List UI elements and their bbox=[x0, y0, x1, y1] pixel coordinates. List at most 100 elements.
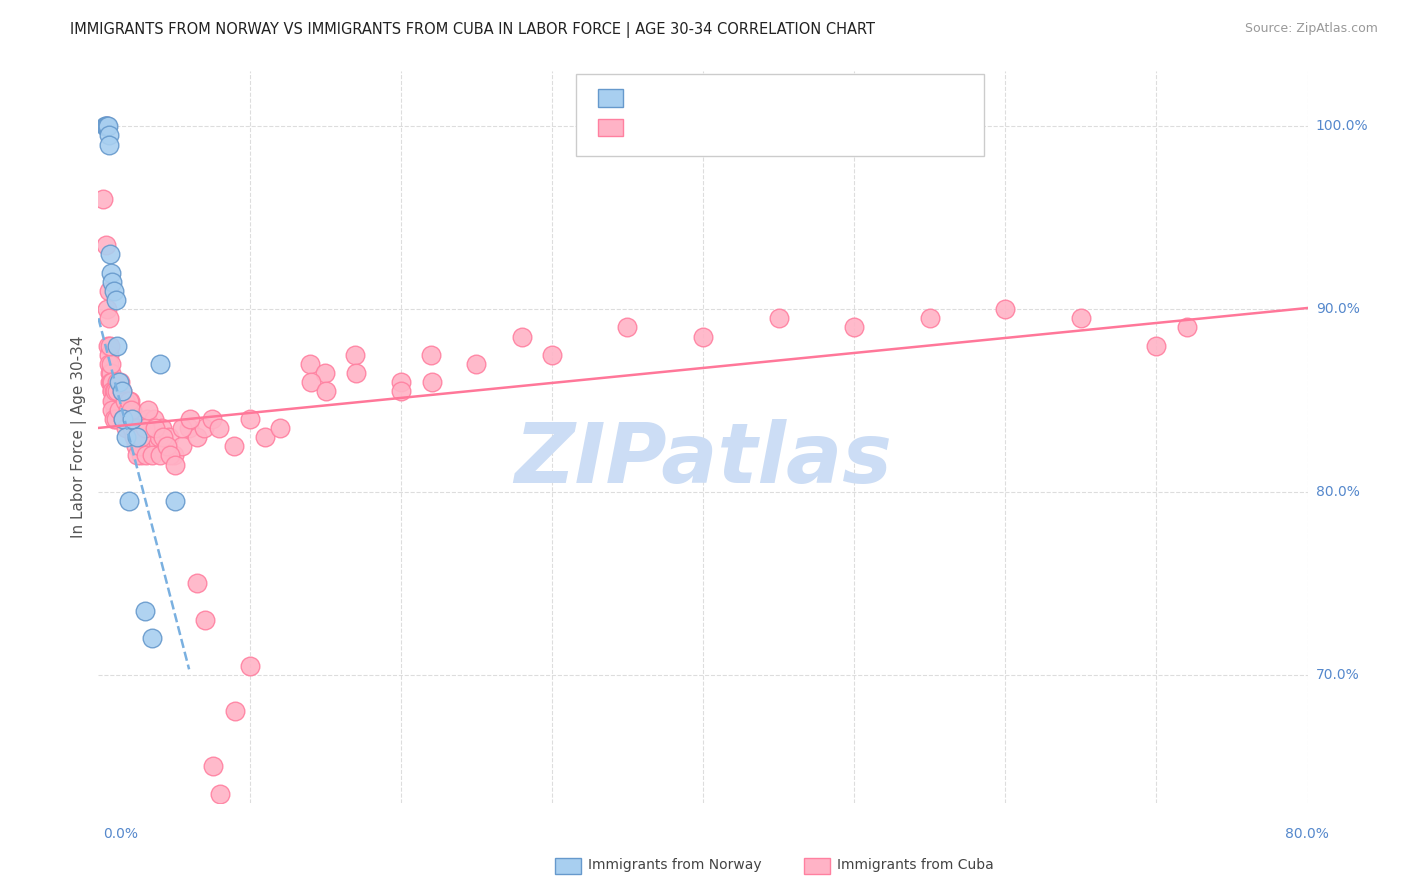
Point bbox=[100, 376, 122, 390]
Point bbox=[112, 412, 135, 426]
Point bbox=[120, 393, 142, 408]
Point bbox=[96, 120, 118, 134]
Point bbox=[510, 329, 533, 343]
Point bbox=[141, 449, 163, 463]
Point bbox=[179, 412, 201, 426]
Point bbox=[103, 412, 125, 426]
Point bbox=[103, 393, 125, 408]
Point bbox=[994, 302, 1017, 317]
Point bbox=[150, 421, 173, 435]
Point bbox=[96, 120, 118, 134]
Point bbox=[114, 393, 136, 408]
Point bbox=[98, 357, 121, 371]
Point bbox=[101, 275, 124, 289]
Point bbox=[103, 284, 125, 298]
Point bbox=[253, 430, 276, 444]
Point bbox=[224, 705, 246, 719]
Point bbox=[98, 247, 121, 261]
Text: IMMIGRANTS FROM NORWAY VS IMMIGRANTS FROM CUBA IN LABOR FORCE | AGE 30-34 CORREL: IMMIGRANTS FROM NORWAY VS IMMIGRANTS FRO… bbox=[70, 22, 876, 38]
Point bbox=[100, 266, 122, 280]
Point bbox=[111, 384, 134, 399]
Point bbox=[156, 439, 179, 453]
Point bbox=[122, 430, 145, 444]
Point bbox=[186, 430, 208, 444]
Point bbox=[105, 384, 128, 399]
Point bbox=[110, 376, 132, 390]
Point bbox=[143, 412, 166, 426]
Point bbox=[159, 449, 181, 463]
Text: 80.0%: 80.0% bbox=[1316, 485, 1360, 499]
Point bbox=[104, 293, 127, 307]
Point bbox=[98, 339, 121, 353]
Point bbox=[170, 439, 193, 453]
Point bbox=[391, 384, 413, 399]
Point bbox=[121, 421, 143, 435]
Point bbox=[269, 421, 291, 435]
Point bbox=[107, 384, 129, 399]
Point bbox=[97, 339, 120, 353]
Point bbox=[117, 402, 139, 417]
Point bbox=[254, 841, 277, 855]
Point bbox=[101, 376, 124, 390]
Point bbox=[186, 576, 208, 591]
Point bbox=[127, 412, 149, 426]
Point bbox=[616, 320, 638, 334]
Point bbox=[127, 421, 149, 435]
Point bbox=[98, 366, 121, 380]
Point bbox=[163, 494, 186, 508]
Point bbox=[1144, 339, 1167, 353]
Point bbox=[134, 604, 156, 618]
Point bbox=[94, 238, 117, 252]
Point bbox=[98, 311, 121, 326]
Point bbox=[125, 449, 148, 463]
Point bbox=[344, 366, 367, 380]
Point bbox=[135, 449, 157, 463]
Point bbox=[118, 421, 141, 435]
Point bbox=[239, 658, 262, 673]
Point bbox=[101, 402, 124, 417]
Point bbox=[692, 329, 714, 343]
Point bbox=[179, 421, 201, 435]
Point bbox=[148, 430, 170, 444]
Point bbox=[104, 402, 127, 417]
Point bbox=[91, 193, 114, 207]
Point bbox=[108, 402, 131, 417]
Point bbox=[115, 402, 138, 417]
Point bbox=[104, 384, 127, 399]
Point bbox=[159, 430, 181, 444]
Point bbox=[100, 384, 122, 399]
Point bbox=[299, 357, 322, 371]
Text: 0.0%: 0.0% bbox=[103, 827, 138, 841]
Point bbox=[98, 376, 121, 390]
Point bbox=[224, 439, 246, 453]
Point bbox=[105, 412, 128, 426]
Text: 80.0%: 80.0% bbox=[1285, 827, 1329, 841]
Point bbox=[132, 430, 155, 444]
Point bbox=[120, 402, 142, 417]
Point bbox=[201, 759, 224, 773]
Point bbox=[141, 421, 163, 435]
Point bbox=[97, 284, 120, 298]
Point bbox=[111, 384, 134, 399]
Point bbox=[131, 430, 153, 444]
Point bbox=[104, 393, 127, 408]
Point bbox=[465, 357, 488, 371]
Point bbox=[101, 393, 124, 408]
Point bbox=[194, 613, 217, 627]
Point bbox=[1070, 311, 1092, 326]
Point bbox=[121, 412, 143, 426]
Point bbox=[172, 421, 194, 435]
Point bbox=[97, 120, 120, 134]
Point bbox=[129, 449, 152, 463]
Point bbox=[121, 402, 143, 417]
Point bbox=[128, 421, 150, 435]
Point bbox=[100, 393, 122, 408]
Point bbox=[112, 412, 135, 426]
Point bbox=[97, 128, 120, 143]
Text: Immigrants from Norway: Immigrants from Norway bbox=[588, 858, 761, 872]
Point bbox=[540, 348, 562, 362]
Point bbox=[143, 421, 166, 435]
Text: 90.0%: 90.0% bbox=[1316, 302, 1360, 316]
Point bbox=[149, 357, 172, 371]
Point bbox=[193, 421, 215, 435]
